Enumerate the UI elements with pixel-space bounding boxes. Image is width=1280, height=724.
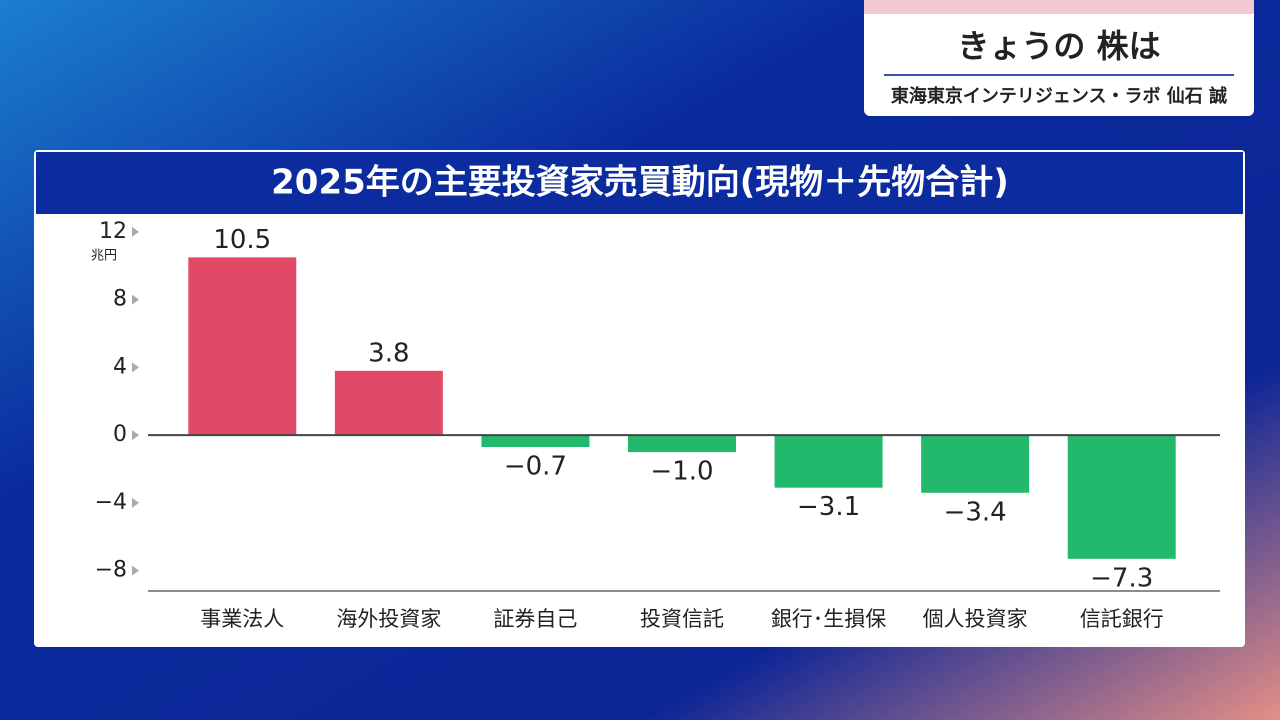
value-label: −0.7 xyxy=(504,452,567,482)
y-tick-mark xyxy=(132,565,139,576)
title-bar xyxy=(36,152,1243,214)
chart-panel xyxy=(34,150,1245,647)
y-unit: 兆円 xyxy=(91,249,117,264)
header-title: きょうの 株は xyxy=(957,27,1160,65)
value-label: −3.4 xyxy=(944,497,1007,527)
y-tick-label: −4 xyxy=(95,490,127,515)
y-tick-label: −8 xyxy=(95,558,127,583)
x-tick-label: 事業法人 xyxy=(200,607,284,631)
y-tick-mark xyxy=(132,362,139,373)
x-tick-label: 信託銀行 xyxy=(1080,607,1164,631)
x-tick-label: 証券自己 xyxy=(493,607,577,631)
x-tick-label: 投資信託 xyxy=(640,607,724,631)
value-label: −7.3 xyxy=(1090,563,1153,593)
bar xyxy=(188,257,297,436)
header-accent xyxy=(864,0,1254,14)
value-label: −1.0 xyxy=(650,457,713,487)
bar xyxy=(481,435,590,448)
bar xyxy=(921,435,1030,493)
bar xyxy=(628,435,736,453)
value-label: 3.8 xyxy=(368,338,409,368)
header-subtitle: 東海東京インテリジェンス・ラボ 仙石 誠 xyxy=(891,85,1227,107)
x-tick-label: 銀行･生損保 xyxy=(771,607,887,631)
y-tick-mark xyxy=(132,497,139,508)
header-box xyxy=(864,0,1254,116)
y-tick-label: 4 xyxy=(113,354,127,379)
y-tick-mark xyxy=(132,294,139,305)
y-tick-label: 12 xyxy=(99,219,127,244)
bar xyxy=(1067,435,1176,559)
y-tick-mark xyxy=(132,430,139,441)
bar xyxy=(334,370,443,436)
bar xyxy=(774,435,883,488)
chart-title: 2025年の主要投資家売買動向(現物＋先物合計) xyxy=(271,163,1009,203)
y-tick-mark xyxy=(132,226,139,237)
value-label: −3.1 xyxy=(797,492,860,522)
value-label: 10.5 xyxy=(213,225,271,255)
x-tick-label: 個人投資家 xyxy=(923,607,1028,631)
x-tick-label: 海外投資家 xyxy=(336,607,441,631)
y-tick-label: 8 xyxy=(113,287,127,312)
y-tick-label: 0 xyxy=(113,422,127,447)
